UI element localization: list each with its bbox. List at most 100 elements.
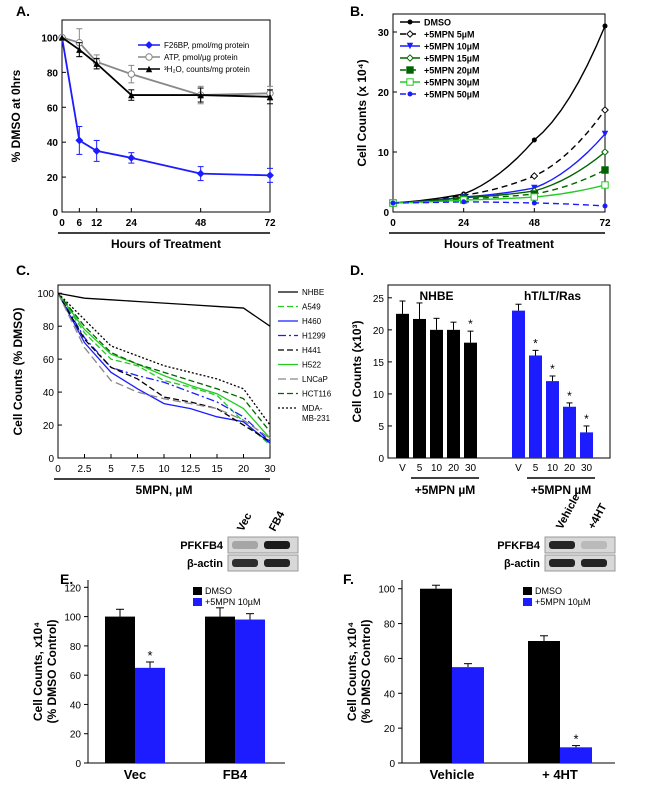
panel-c: C. 0 20 40 60 80 100 0 2.5 5 7.5 10 12.5 15 20 30 5MPN, … — [11, 262, 332, 497]
bar — [235, 619, 265, 763]
x-tick-label: Vehicle — [430, 767, 475, 782]
legend-label: DMSO — [424, 18, 451, 28]
data-point — [531, 137, 537, 143]
x-tick-label: 72 — [264, 218, 276, 229]
x-tick-label: V — [399, 463, 406, 474]
y-tick-label: 0 — [378, 454, 384, 465]
y-axis-label: Cell Counts (x10³) — [350, 320, 364, 422]
panel-b: B. 0 10 20 30 0 24 48 72 Hours of Treatment Cell C… — [350, 3, 611, 251]
blot-band — [232, 559, 258, 567]
group-title: NHBE — [419, 289, 453, 303]
bar — [396, 313, 409, 458]
data-point — [127, 70, 136, 78]
data-point — [461, 199, 467, 205]
y-tick-label: 80 — [70, 642, 82, 653]
y-tick-label: 100 — [378, 585, 395, 596]
legend-label: MDA- — [302, 404, 323, 413]
legend-marker — [145, 65, 153, 73]
panel-label: C. — [16, 262, 30, 278]
y-tick-label: 0 — [389, 759, 395, 770]
legend-marker — [145, 53, 153, 61]
bar — [563, 406, 576, 458]
series-line — [57, 292, 271, 426]
y-tick-label: 20 — [373, 326, 385, 337]
bar — [205, 616, 235, 763]
legend-label: H460 — [302, 317, 322, 326]
bar — [430, 329, 443, 458]
y-tick-label: 100 — [37, 289, 54, 300]
data-point — [601, 181, 609, 189]
y-tick-label: 20 — [47, 173, 59, 184]
legend-label: HCT116 — [302, 390, 332, 399]
y-tick-label: 120 — [64, 583, 81, 594]
y-axis-label-2: (% DMSO Control) — [45, 620, 59, 724]
x-tick-label: 20 — [564, 463, 576, 474]
legend-marker — [406, 30, 414, 38]
panel-label: B. — [350, 3, 364, 19]
x-tick-label: 20 — [448, 463, 460, 474]
x-tick-label: 12 — [91, 218, 103, 229]
series-line — [57, 292, 271, 446]
y-tick-label: 0 — [52, 208, 58, 219]
data-point — [128, 91, 135, 99]
legend-marker — [407, 91, 413, 97]
data-point — [531, 200, 537, 206]
y-axis-label: Cell Counts, x10⁴ — [31, 622, 45, 721]
legend-swatch — [193, 587, 202, 595]
y-tick-label: 40 — [70, 700, 82, 711]
data-point — [266, 93, 274, 100]
y-tick-label: 5 — [378, 422, 384, 433]
panel-label: A. — [16, 3, 30, 19]
panel-f: Vehicle +4HTPFKFB4β-actinF.020406080100Ce… — [343, 492, 616, 782]
x-tick-label: 12.5 — [181, 464, 201, 475]
x-tick-label: 30 — [264, 464, 276, 475]
group-x-label: +5MPN µM — [531, 483, 592, 497]
significance-star: * — [573, 732, 578, 747]
y-tick-label: 40 — [43, 388, 55, 399]
bar — [529, 355, 542, 458]
bar — [528, 641, 560, 763]
x-tick-label: 72 — [599, 218, 611, 229]
blot-band — [581, 559, 607, 567]
y-axis-label-2: (% DMSO Control) — [359, 620, 373, 724]
significance-star: * — [468, 317, 473, 331]
significance-star: * — [147, 648, 152, 663]
blot-band — [232, 541, 258, 549]
legend-label: +5MPN 10µM — [535, 597, 590, 607]
series-line — [392, 133, 606, 204]
blot-row-label: PFKFB4 — [497, 540, 541, 552]
y-tick-label: 0 — [48, 454, 54, 465]
x-tick-label: 5 — [417, 463, 423, 474]
data-point — [390, 200, 396, 206]
legend-label: DMSO — [535, 586, 562, 596]
legend-marker — [406, 54, 414, 62]
data-point — [601, 166, 609, 174]
legend-label: LNCaP — [302, 375, 328, 384]
x-tick-label: 48 — [529, 218, 541, 229]
x-tick-label: 5 — [533, 463, 539, 474]
x-tick-label: 15 — [211, 464, 223, 475]
blot-row-label: β-actin — [504, 558, 540, 570]
legend-label: +5MPN 20µM — [424, 66, 479, 76]
data-point — [601, 106, 609, 114]
x-tick-label: 10 — [431, 463, 443, 474]
legend-marker — [406, 78, 414, 86]
panel-a: A. 0 20 40 60 80 100 0 6 12 24 48 72 Hours of Treatme… — [9, 3, 276, 251]
data-point — [196, 169, 205, 178]
bar — [580, 432, 593, 458]
y-tick-label: 20 — [384, 724, 396, 735]
blot-lane-label: Vec — [235, 511, 255, 533]
x-tick-label: V — [515, 463, 522, 474]
significance-star: * — [584, 412, 589, 426]
bar — [512, 310, 525, 458]
significance-star: * — [567, 389, 572, 403]
x-tick-label: 5 — [108, 464, 114, 475]
legend-label: A549 — [302, 303, 321, 312]
bar — [452, 667, 484, 763]
bar — [135, 667, 165, 763]
legend-label: +5MPN 30µM — [424, 78, 479, 88]
panel-e: Vec FB4 PFKFB4 β-actin E. 0 20 40 60 80 100 120 Cell… — [31, 509, 299, 782]
x-tick-label: 24 — [126, 218, 138, 229]
data-point — [266, 171, 274, 180]
